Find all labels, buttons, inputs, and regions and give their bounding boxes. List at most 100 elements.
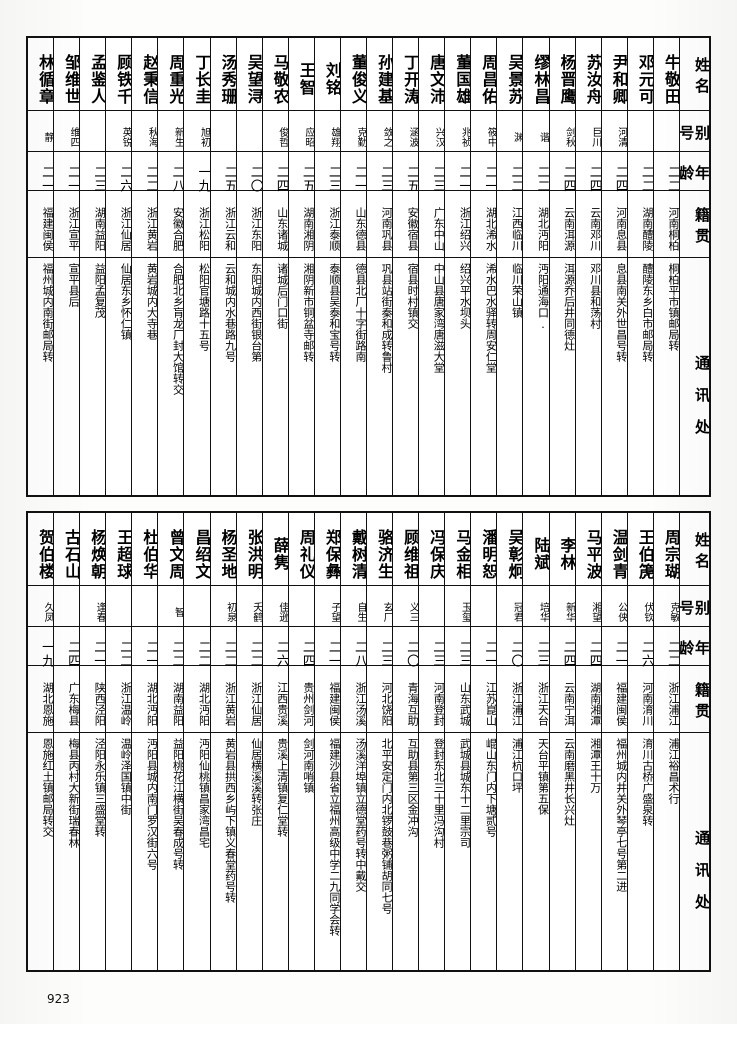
address-text: 浦江杭口坪	[510, 738, 523, 793]
native-place-text: 湖北沔阳	[197, 682, 210, 726]
cell-native-place: 浙江松阳	[183, 190, 211, 258]
address-text: 临川荣山镇	[510, 263, 523, 318]
cell-native-place: 浙江绍兴	[444, 190, 472, 258]
cell-age: 二四	[574, 626, 602, 668]
age-text: 二三	[456, 640, 471, 668]
age-text: 二一	[65, 165, 80, 193]
cell-address: 云南磨黑井长兴灶	[548, 732, 576, 972]
cell-alias: 逢春	[79, 585, 107, 627]
native-place-text: 浙江仙居	[249, 682, 262, 726]
alias-text: 克勤	[355, 127, 366, 147]
name-text: 张洪明	[244, 528, 262, 580]
age-text: 二六	[273, 640, 288, 668]
name-text: 林循章	[36, 53, 54, 105]
native-place-text: 陕西泾阳	[93, 682, 106, 726]
cell-age: 二二	[626, 151, 654, 193]
address-text: 浦江裕昌术行	[666, 738, 679, 804]
cell-alias	[470, 585, 498, 627]
age-text: 二三	[91, 165, 106, 193]
alias-text: 玉玺	[459, 602, 471, 622]
cell-age: 二四	[53, 626, 81, 668]
cell-alias: 子望	[313, 585, 341, 627]
row-native-place: 湖北恩施 广东梅县 陕西泾阳 浙江温岭 湖北沔阳 湖南益阳 湖北沔阳 浙江黄岩 浙江仙居 江西贵溪…	[26, 665, 711, 733]
age-text: 二一	[612, 640, 627, 668]
cell-alias	[209, 110, 237, 152]
age-text: 二二	[664, 165, 679, 193]
cell-address: 桐柏平市镇邮局转	[652, 257, 680, 497]
age-text: 二六	[638, 640, 653, 668]
cell-native-place: 湖南湘潭	[574, 665, 602, 733]
native-place-text: 湖北浠水	[484, 207, 497, 251]
cell-alias: 克敏	[652, 585, 680, 627]
cell-alias: 新华	[548, 585, 576, 627]
cell-age: 二一	[444, 151, 472, 193]
alias-text	[419, 586, 444, 632]
cell-alias	[418, 585, 446, 627]
cell-alias: 静	[26, 110, 55, 152]
name-text: 孟鉴人	[88, 53, 106, 105]
alias-text: 谐	[537, 132, 549, 142]
age-text: 二四	[612, 165, 627, 193]
age-text: 二三	[430, 165, 445, 193]
header-label-name: 姓名	[693, 57, 709, 99]
native-place-text: 青海互助	[406, 682, 419, 726]
address-text: 剑河南哨镇	[301, 738, 314, 793]
cell-name: 杨圣地	[209, 511, 237, 586]
cell-age: 二二	[183, 626, 211, 668]
name-text: 昌绍文	[192, 528, 210, 580]
cell-age: 二一	[470, 151, 498, 193]
cell-address: 邓川县和荡村	[574, 257, 602, 497]
cell-name: 缪林昌	[522, 36, 550, 111]
native-place-text: 江苏崑山	[484, 682, 497, 726]
cell-native-place: 湖南益阳	[79, 190, 107, 258]
cell-name: 周重光	[157, 36, 185, 111]
native-place-text: 浙江仙居	[119, 207, 132, 251]
cell-address: 湘潭王十万	[574, 732, 602, 972]
name-text: 古石山	[62, 528, 80, 580]
cell-native-place: 云南宁洱	[548, 665, 576, 733]
cell-alias: 维四	[53, 110, 81, 152]
address-text: 云和城内水巷路九号	[223, 263, 236, 362]
age-text: 二三	[378, 640, 393, 668]
cell-address: 东阳城内西街银台第	[235, 257, 263, 497]
address-text: 泾阳永乐镇三盛堂转	[93, 738, 106, 837]
name-text: 王超球	[114, 528, 132, 580]
address-text: 中山县唐家湾唐滋大堂	[432, 263, 445, 373]
cell-age: 二六	[626, 626, 654, 668]
cell-address: 宿县时村镇交	[392, 257, 420, 497]
cell-age: 二三	[365, 151, 394, 193]
cell-name: 董俊义	[339, 36, 368, 111]
cell-alias: 秋海	[131, 110, 159, 152]
row-name: 贺伯楼 古石山 杨焕朝 王超球 杜伯华 曾文周 昌绍文 杨圣地 张洪明 薛隽 周礼仪 郑保彝 戴树清 骆济…	[26, 511, 711, 586]
cell-age: 二三	[418, 626, 446, 668]
cell-name: 汤秀珊	[209, 36, 237, 111]
address-text: 福建沙县省立福州高级中学二九同学会转	[327, 738, 340, 936]
cell-alias: 久凤	[26, 585, 55, 627]
cell-address: 益阳孟复茂	[79, 257, 107, 497]
row-age: 一九 二四 二一 二二 二一 二二 二二 二二 二二 二六 二四 二一 二八 二三 二〇 二三 二三 二一 二〇 二三…	[26, 626, 711, 668]
cell-age: 二四	[548, 151, 576, 193]
cell-name: 郑保彝	[313, 511, 341, 586]
cell-alias: 智	[157, 585, 185, 627]
name-text: 缪林昌	[531, 53, 549, 105]
cell-name: 冯保庆	[418, 511, 446, 586]
alias-text: 公侠	[615, 602, 627, 622]
address-text: 湘阴新市铜盆寺邮转	[301, 263, 314, 362]
cell-address: 醴陵东乡白市邮局转	[626, 257, 654, 497]
age-text: 二二	[195, 640, 210, 668]
name-text: 吴景苏	[505, 53, 523, 105]
name-text: 马平波	[583, 528, 601, 580]
cell-age: 一九	[183, 151, 211, 193]
cell-age: 二五	[392, 151, 420, 193]
cell-alias: 兆祯	[444, 110, 472, 152]
native-place-text: 江西临川	[510, 207, 523, 251]
cell-name: 昌绍文	[183, 511, 211, 586]
cell-native-place: 云南洱源	[548, 190, 576, 258]
cell-age: 二八	[339, 626, 368, 668]
alias-text: 玄厂	[381, 602, 393, 622]
age-text: 二一	[482, 640, 497, 668]
native-place-text: 浙江汤溪	[354, 682, 366, 726]
cell-native-place: 浙江黄岩	[209, 665, 237, 733]
name-text: 曾文周	[166, 528, 184, 580]
header-label-alias: 别号	[679, 599, 709, 621]
